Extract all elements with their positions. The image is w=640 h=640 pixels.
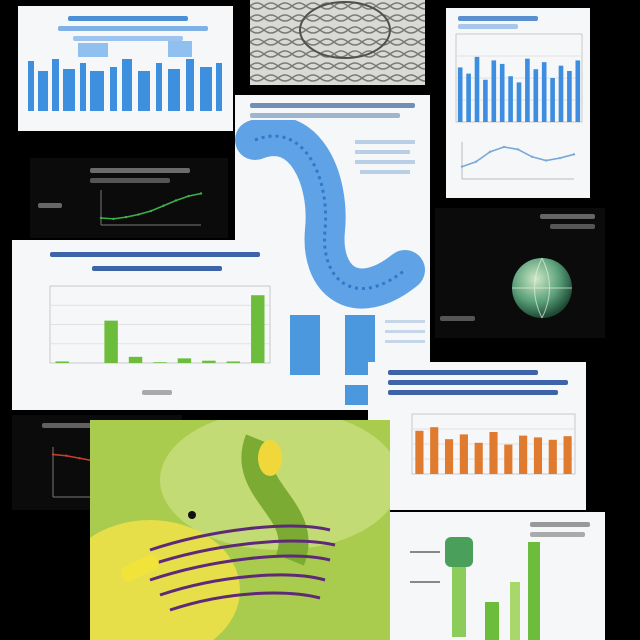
- bar: [525, 58, 530, 122]
- bar: [202, 360, 216, 363]
- bar: [489, 432, 498, 474]
- data-point: [137, 213, 140, 216]
- bar: [474, 442, 483, 474]
- bar: [550, 78, 555, 122]
- orange-bar-chart-card: [368, 362, 586, 510]
- data-point: [149, 209, 153, 213]
- data-point: [78, 457, 81, 460]
- green-bar-chart-card: [12, 240, 290, 410]
- bar: [563, 436, 572, 474]
- bar: [104, 320, 118, 363]
- bar: [459, 434, 468, 474]
- data-point: [162, 204, 165, 207]
- test-tube-illustration: [410, 537, 540, 640]
- blue-bar-chart: [455, 33, 583, 123]
- bar: [508, 76, 513, 122]
- bar: [558, 65, 564, 122]
- bar: [575, 60, 581, 122]
- blue-glyph-wordart: [28, 41, 222, 111]
- blue-bar-chart-card: [446, 8, 590, 198]
- bar: [504, 444, 513, 474]
- bar: [128, 356, 143, 363]
- bar: [55, 361, 69, 363]
- data-point: [488, 150, 492, 154]
- green-sphere-icon: [512, 257, 572, 319]
- data-point: [124, 215, 128, 219]
- textured-photo: [250, 0, 425, 85]
- bar: [474, 56, 480, 122]
- bar: [499, 63, 505, 122]
- blue-word-poster: [18, 6, 233, 131]
- bar: [415, 430, 424, 474]
- green-plant-dna-image: [90, 420, 390, 640]
- data-point: [516, 148, 520, 151]
- dark-sphere-card: [435, 208, 605, 338]
- data-point: [187, 194, 190, 198]
- bar: [491, 60, 497, 122]
- bar: [251, 295, 265, 363]
- data-point: [65, 454, 68, 457]
- bar: [153, 362, 167, 363]
- data-point: [199, 192, 203, 195]
- orange-bar-chart: [411, 413, 576, 475]
- data-point: [460, 165, 464, 168]
- blue-helix-illustration: [235, 120, 425, 309]
- data-point: [112, 217, 115, 221]
- data-point: [474, 160, 478, 163]
- green-test-tube-card: [390, 512, 605, 640]
- dark-rising-line-chart: [99, 190, 203, 226]
- bar: [541, 62, 547, 122]
- bar: [483, 79, 488, 122]
- bar: [516, 82, 522, 122]
- data-point: [530, 155, 534, 158]
- bar: [430, 427, 439, 474]
- series-line: [100, 192, 202, 220]
- data-point: [99, 216, 103, 220]
- data-point: [572, 153, 576, 156]
- bar: [519, 435, 528, 474]
- bar: [567, 70, 572, 122]
- data-point: [544, 159, 548, 162]
- bar: [177, 358, 192, 363]
- bar: [226, 361, 241, 363]
- bar: [457, 67, 463, 122]
- data-point: [502, 145, 506, 149]
- data-point: [558, 156, 562, 160]
- small-line-chart: [460, 142, 576, 180]
- bar: [466, 73, 471, 122]
- data-point: [174, 199, 178, 202]
- dark-line-chart-card: [30, 158, 228, 238]
- bar: [533, 69, 539, 122]
- bar: [533, 437, 543, 474]
- green-bar-chart: [49, 285, 271, 364]
- bar: [548, 439, 557, 474]
- bar: [444, 439, 454, 474]
- data-point: [51, 453, 55, 456]
